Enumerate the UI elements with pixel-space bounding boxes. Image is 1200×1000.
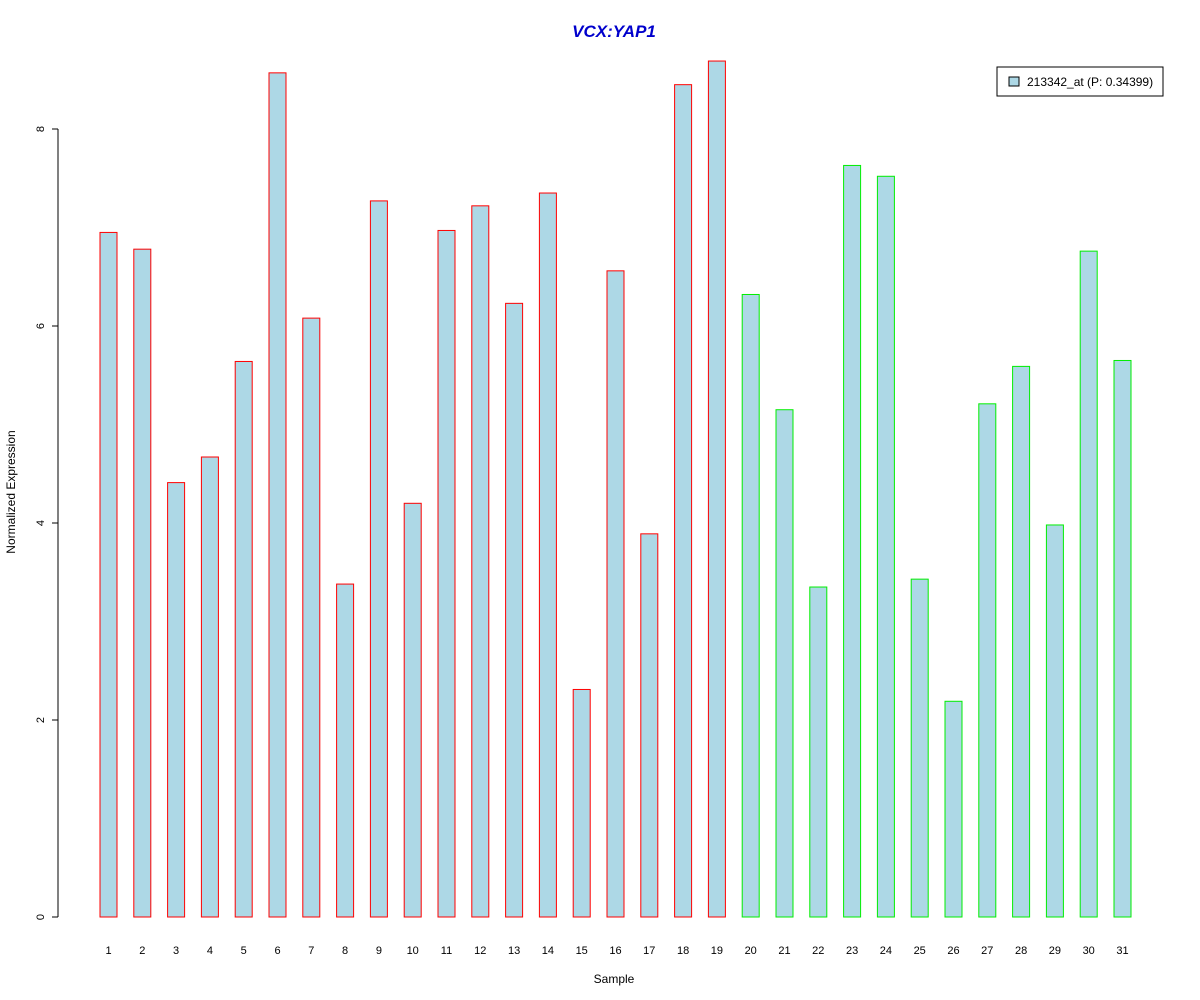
x-tick-label: 17 (643, 945, 655, 957)
bar-sample-29 (1045, 524, 1064, 918)
y-tick-label: 8 (35, 126, 47, 132)
bar-sample-31 (1113, 359, 1132, 918)
bar-sample-26 (944, 700, 963, 918)
bar-sample-8 (336, 583, 355, 918)
x-tick-label: 15 (576, 945, 588, 957)
bar-sample-30 (1079, 250, 1098, 918)
y-tick-label: 0 (35, 914, 47, 920)
y-axis: 0 2 4 6 8 (35, 126, 59, 920)
bar-sample-20 (741, 293, 760, 918)
bar-sample-12 (471, 205, 490, 918)
legend-box (996, 66, 1164, 97)
x-tick-label: 29 (1049, 945, 1061, 957)
x-tick-label: 3 (173, 945, 179, 957)
bar-sample-9 (369, 200, 388, 918)
x-tick-label: 5 (241, 945, 247, 957)
bars (99, 60, 1132, 918)
bar-sample-13 (505, 302, 524, 918)
x-tick-label: 21 (778, 945, 790, 957)
x-axis-label: Sample (594, 972, 635, 986)
bar-sample-18 (674, 84, 693, 918)
x-tick-label: 7 (308, 945, 314, 957)
bar-sample-6 (268, 72, 287, 918)
bar-sample-4 (200, 456, 219, 918)
bar-sample-1 (99, 231, 118, 918)
chart-title: VCX:YAP1 (572, 22, 656, 41)
x-tick-label: 13 (508, 945, 520, 957)
y-tick-label: 6 (35, 323, 47, 329)
x-tick-label: 6 (274, 945, 280, 957)
legend: 213342_at (P: 0.34399) (996, 66, 1164, 97)
y-tick-label: 2 (35, 717, 47, 723)
bar-sample-3 (167, 482, 186, 918)
y-axis-label: Normalized Expression (4, 430, 18, 553)
x-tick-label: 9 (376, 945, 382, 957)
x-tick-label: 31 (1116, 945, 1128, 957)
bar-sample-14 (538, 192, 557, 918)
x-tick-label: 24 (880, 945, 892, 957)
bar-sample-11 (437, 229, 456, 918)
x-tick-label: 1 (105, 945, 111, 957)
x-tick-label: 2 (139, 945, 145, 957)
x-tick-label: 11 (441, 945, 452, 957)
bar-sample-24 (876, 175, 895, 918)
x-tick-label: 20 (745, 945, 757, 957)
x-tick-label: 26 (947, 945, 959, 957)
y-tick-label: 4 (35, 520, 47, 526)
x-tick-label: 27 (981, 945, 993, 957)
bar-sample-21 (775, 409, 794, 918)
bar-sample-15 (572, 688, 591, 918)
x-tick-label: 22 (812, 945, 824, 957)
bar-sample-7 (302, 317, 321, 918)
x-tick-label: 14 (542, 945, 554, 957)
x-tick-label: 25 (914, 945, 926, 957)
bar-sample-17 (640, 533, 659, 918)
x-tick-label: 23 (846, 945, 858, 957)
x-tick-label: 8 (342, 945, 348, 957)
x-tick-labels: 1 2 3 4 5 6 7 8 9 10 11 12 13 14 15 16 17 18 19 20 21 22 23 24 2… (105, 945, 1128, 957)
x-tick-label: 4 (207, 945, 213, 957)
bar-sample-10 (403, 502, 422, 918)
legend-swatch (1008, 76, 1020, 87)
legend-entry-label: 213342_at (P: 0.34399) (1027, 75, 1153, 89)
x-tick-label: 10 (407, 945, 419, 957)
x-tick-label: 16 (609, 945, 621, 957)
bar-sample-23 (843, 164, 862, 918)
x-tick-label: 19 (711, 945, 723, 957)
x-tick-label: 12 (474, 945, 486, 957)
bar-sample-19 (707, 60, 726, 918)
bar-sample-28 (1012, 365, 1031, 918)
bar-sample-2 (133, 248, 152, 918)
bar-sample-5 (234, 360, 253, 918)
bar-sample-27 (978, 403, 997, 918)
x-tick-label: 18 (677, 945, 689, 957)
x-tick-label: 28 (1015, 945, 1027, 957)
bar-sample-16 (606, 270, 625, 918)
bar-sample-25 (910, 578, 929, 918)
x-tick-label: 30 (1083, 945, 1095, 957)
bar-sample-22 (809, 586, 828, 918)
